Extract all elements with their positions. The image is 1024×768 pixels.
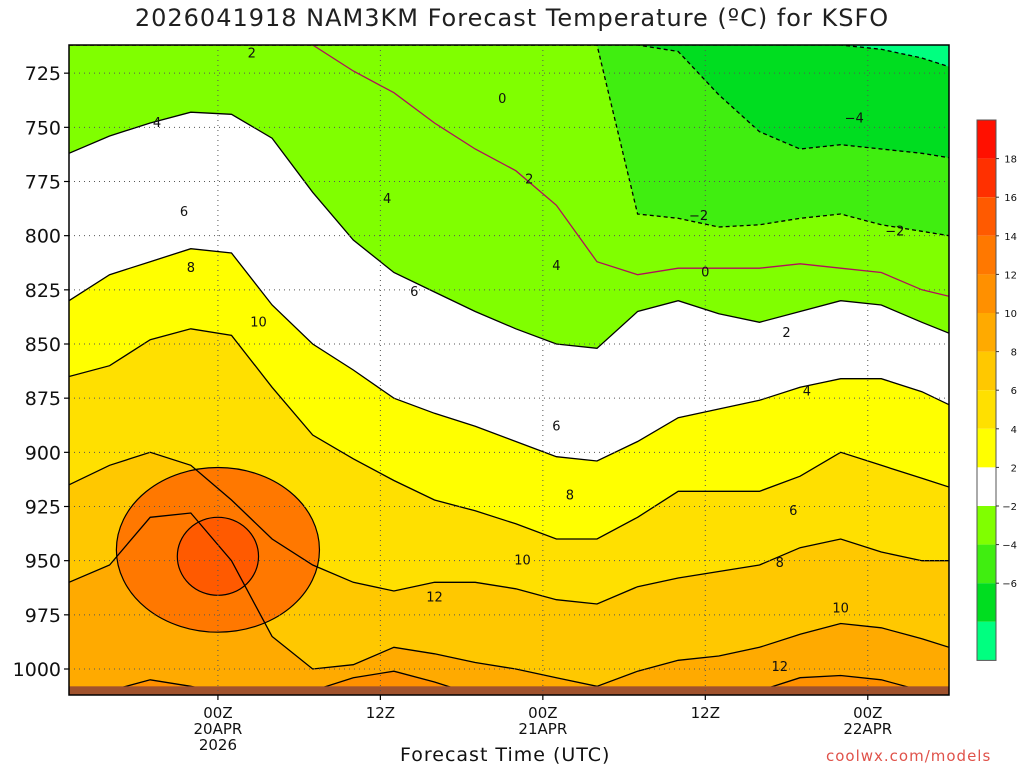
isotherm-line <box>69 248 949 462</box>
contour-label: 2 <box>782 326 790 341</box>
contour-label-layer: 2 4 6 8 10 4 6 0 2 4 6 8 10 12 −2 0 2 4 6 8 10 12 −4 −2 <box>153 47 905 675</box>
colorbar-swatch <box>977 506 996 545</box>
y-tick-label: 725 <box>25 63 61 85</box>
colorbar-label: −4 <box>1002 541 1017 552</box>
x-tick-label: 21APR <box>518 720 567 738</box>
colorbar: 18 16 14 12 10 8 6 4 2 −2 −4 −6 <box>976 119 1017 661</box>
contour-label: 8 <box>776 556 784 571</box>
isotherm-line <box>69 111 949 349</box>
colorbar-swatch <box>977 274 996 313</box>
contour-label: 8 <box>566 489 574 504</box>
x-tick-label: 00Z <box>853 704 882 722</box>
colorbar-swatch <box>977 120 996 159</box>
contour-label: 6 <box>410 285 418 300</box>
colorbar-label: −6 <box>1002 579 1017 590</box>
y-tick-label: 800 <box>25 226 61 248</box>
colorbar-swatch <box>977 158 996 198</box>
contour-label: 4 <box>383 192 391 207</box>
y-tick-label: 900 <box>25 442 61 464</box>
warm-pocket-contour <box>176 516 260 596</box>
colorbar-label: 8 <box>1011 348 1017 359</box>
x-tick-label: 12Z <box>366 704 395 722</box>
colorbar-swatch <box>977 467 996 506</box>
colorbar-label: −2 <box>1002 502 1017 513</box>
contour-label: 12 <box>771 660 788 675</box>
contour-label: 0 <box>701 266 709 281</box>
colorbar-swatch <box>977 428 996 468</box>
isotherm-line <box>69 328 949 540</box>
colorbar-label: 2 <box>1011 463 1017 474</box>
colorbar-label: 4 <box>1011 425 1017 436</box>
contour-label: 2 <box>525 172 533 187</box>
ground-surface <box>69 686 949 695</box>
y-tick-label: 850 <box>25 334 61 356</box>
y-tick-label: 825 <box>25 280 61 302</box>
colorbar-label: 16 <box>1004 193 1017 204</box>
isotherm-line <box>69 451 949 605</box>
x-tick-label: 00Z <box>528 704 557 722</box>
colorbar-swatch <box>977 235 996 275</box>
y-tick-label: 875 <box>25 388 61 410</box>
contour-label: 2 <box>248 47 256 62</box>
colorbar-label: 12 <box>1004 270 1017 281</box>
colorbar-swatch <box>977 390 996 429</box>
credit-text: coolwx.com/models <box>826 747 992 765</box>
grid-layer <box>69 45 949 695</box>
colorbar-swatch <box>977 197 996 236</box>
isotherm-line <box>69 45 949 297</box>
x-axis-label: Forecast Time (UTC) <box>400 744 611 766</box>
y-tick-label: 975 <box>25 605 61 627</box>
contour-label: 4 <box>153 116 161 131</box>
pressure-axis: 725 750 775 800 825 850 875 900 925 950 975 1000 <box>13 63 69 681</box>
contour-label: 10 <box>250 315 267 330</box>
contour-label: 10 <box>832 601 849 616</box>
colorbar-label: 14 <box>1004 232 1017 243</box>
plot-frame <box>68 44 950 696</box>
isotherm-line <box>69 512 949 687</box>
contour-label: 12 <box>426 591 443 606</box>
colorbar-swatch <box>977 621 996 661</box>
contour-label: −4 <box>845 112 864 127</box>
colorbar-swatch <box>977 544 996 584</box>
colorbar-label: 6 <box>1011 386 1017 397</box>
y-tick-label: 775 <box>25 172 61 194</box>
contour-label: 6 <box>789 504 797 519</box>
contour-label: 6 <box>180 205 188 220</box>
colorbar-swatch <box>977 313 996 352</box>
colorbar-label: 18 <box>1004 155 1017 166</box>
y-tick-label: 925 <box>25 497 61 519</box>
contour-label: 6 <box>552 419 560 434</box>
x-tick-label: 2026 <box>199 736 237 754</box>
contour-label: 4 <box>552 259 560 274</box>
contour-label: −2 <box>885 224 904 239</box>
colorbar-label: 10 <box>1004 309 1017 320</box>
temperature-band-fill <box>69 452 949 695</box>
y-tick-label: 750 <box>25 117 61 139</box>
temperature-fill-layer <box>69 45 949 695</box>
isotherm-line-layer <box>69 45 949 695</box>
x-tick-label: 20APR <box>194 720 243 738</box>
colorbar-swatch <box>977 583 996 622</box>
y-tick-label: 950 <box>25 551 61 573</box>
contour-label: 10 <box>514 554 531 569</box>
x-tick-label: 22APR <box>843 720 892 738</box>
x-tick-label: 12Z <box>691 704 720 722</box>
contour-label: 0 <box>498 92 506 107</box>
contour-label: −2 <box>689 209 708 224</box>
colorbar-swatch <box>977 351 996 391</box>
contour-label: 4 <box>803 385 811 400</box>
y-tick-label: 1000 <box>13 659 61 681</box>
chart-title: 2026041918 NAM3KM Forecast Temperature (… <box>134 4 890 32</box>
contour-label: 8 <box>187 261 195 276</box>
x-tick-label: 00Z <box>203 704 232 722</box>
